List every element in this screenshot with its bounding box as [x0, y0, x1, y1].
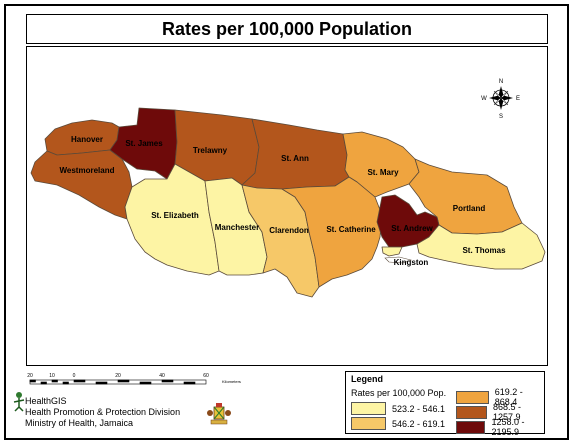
- label-kingston: Kingston: [394, 258, 429, 267]
- legend: Legend Rates per 100,000 Pop. 523.2 - 54…: [345, 371, 545, 437]
- scale-tick-6: 60: [203, 373, 209, 379]
- label-st-ann: St. Ann: [281, 154, 309, 163]
- credits-line-3: Ministry of Health, Jamaica: [25, 418, 134, 428]
- label-st-andrew: St. Andrew: [391, 224, 433, 233]
- credits-line-1: HealthGIS: [25, 396, 67, 406]
- label-portland: Portland: [453, 204, 486, 213]
- parish-kingston[interactable]: [381, 246, 403, 257]
- compass-w: W: [481, 96, 487, 102]
- legend-label-1: 523.2 - 546.1: [392, 403, 446, 414]
- credits-line-2: Health Promotion & Protection Division: [25, 407, 181, 417]
- legend-swatch-3: [456, 390, 489, 404]
- jamaica-map: Hanover Westmoreland St. James Trelawny …: [30, 79, 546, 298]
- credits: HealthGIS Health Promotion & Protection …: [25, 396, 180, 429]
- parish-st-catherine[interactable]: [281, 176, 383, 288]
- title-box: Rates per 100,000 Population: [26, 14, 548, 44]
- legend-item-5: 1258.0 - 2195.9: [456, 417, 544, 437]
- scale-tick-5: 40: [159, 373, 165, 379]
- label-clarendon: Clarendon: [269, 226, 309, 235]
- scale-unit: Kilometers: [222, 379, 241, 384]
- jamaica-coat-of-arms-icon: [207, 403, 231, 425]
- label-st-elizabeth: St. Elizabeth: [151, 211, 199, 220]
- parish-st-thomas[interactable]: [416, 222, 546, 270]
- compass-e: E: [516, 96, 520, 102]
- legend-label-5: 1258.0 - 2195.9: [491, 417, 525, 437]
- legend-swatch-5: [456, 420, 486, 434]
- parish-st-elizabeth[interactable]: [124, 163, 220, 276]
- legend-item-2: 546.2 - 619.1: [351, 417, 445, 430]
- label-st-james: St. James: [125, 139, 163, 148]
- scale-tick-2: 10: [49, 373, 55, 379]
- scale-tick-4: 20: [115, 373, 121, 379]
- label-st-thomas: St. Thomas: [462, 246, 506, 255]
- legend-label-2: 546.2 - 619.1: [392, 418, 446, 429]
- legend-item-4: 868.5 - 1257.9: [456, 402, 544, 422]
- legend-swatch-4: [456, 405, 487, 419]
- compass-n: N: [499, 79, 503, 85]
- legend-swatch-1: [351, 402, 386, 415]
- legend-label-4: 868.5 - 1257.9: [492, 402, 522, 422]
- kingston-harbour-coast: [384, 256, 413, 264]
- parish-westmoreland[interactable]: [30, 149, 133, 220]
- legend-item-1: 523.2 - 546.1: [351, 402, 445, 415]
- label-manchester: Manchester: [215, 223, 259, 232]
- map-title: Rates per 100,000 Population: [161, 18, 413, 39]
- legend-title: Legend: [351, 374, 384, 384]
- parish-st-mary[interactable]: [342, 131, 420, 198]
- label-hanover: Hanover: [71, 135, 103, 144]
- legend-subtitle: Rates per 100,000 Pop.: [351, 388, 447, 398]
- healthgis-logo-icon: [13, 392, 25, 412]
- scale-tick-1: 20: [27, 373, 33, 379]
- compass-s: S: [499, 114, 503, 120]
- label-westmoreland: Westmoreland: [60, 166, 115, 175]
- scale-tick-3: 0: [73, 373, 76, 379]
- label-st-mary: St. Mary: [367, 168, 399, 177]
- legend-item-3: 619.2 - 868.4: [456, 387, 544, 407]
- map-frame: Hanover Westmoreland St. James Trelawny …: [26, 46, 548, 366]
- label-trelawny: Trelawny: [193, 146, 228, 155]
- label-st-catherine: St. Catherine: [326, 225, 376, 234]
- legend-swatch-2: [351, 417, 386, 430]
- compass-rose: N S E W: [481, 79, 520, 120]
- scale-bar: 20 10 0 20 40 60 Kilometers: [27, 373, 241, 385]
- legend-label-3: 619.2 - 868.4: [494, 387, 523, 407]
